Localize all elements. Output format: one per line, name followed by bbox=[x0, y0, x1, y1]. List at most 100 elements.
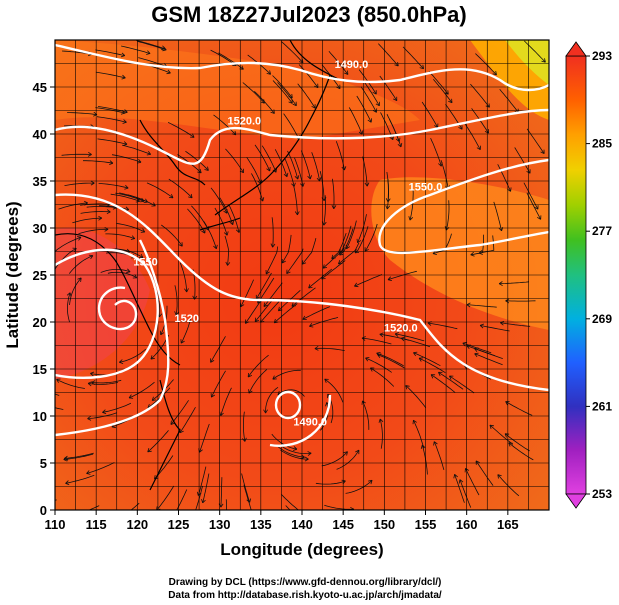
streamline-arrow bbox=[87, 381, 92, 387]
streamline bbox=[248, 369, 268, 394]
streamline bbox=[285, 505, 291, 510]
colorbar-tick-label: 269 bbox=[592, 312, 612, 326]
streamline bbox=[354, 226, 369, 254]
streamline bbox=[116, 223, 145, 233]
x-tick-label: 140 bbox=[291, 517, 313, 532]
streamline-arrow bbox=[343, 451, 348, 456]
streamline bbox=[370, 367, 395, 387]
streamline bbox=[445, 200, 450, 231]
streamline-arrow bbox=[204, 166, 209, 171]
streamline bbox=[362, 400, 370, 430]
streamline bbox=[357, 214, 367, 243]
streamline bbox=[514, 147, 531, 174]
streamline-arrow bbox=[254, 317, 260, 323]
streamline-arrow bbox=[213, 244, 218, 250]
streamline bbox=[286, 248, 304, 274]
streamline-arrow bbox=[140, 228, 146, 233]
streamline bbox=[130, 502, 140, 510]
streamline bbox=[168, 178, 193, 199]
streamline bbox=[64, 452, 94, 459]
streamline bbox=[254, 91, 275, 114]
streamline bbox=[179, 407, 196, 434]
streamline-arrow bbox=[434, 123, 439, 128]
streamline bbox=[504, 433, 530, 452]
streamline-arrow bbox=[370, 367, 375, 372]
streamline-arrow bbox=[32, 383, 36, 387]
streamline-arrow bbox=[123, 141, 128, 146]
streamline-arrow bbox=[322, 264, 328, 269]
streamline-arrow bbox=[151, 396, 157, 401]
contour-label: 1550.0 bbox=[409, 181, 443, 193]
streamline bbox=[110, 193, 140, 202]
streamline bbox=[379, 75, 398, 101]
streamline bbox=[466, 345, 496, 357]
y-tick-label: 20 bbox=[33, 315, 47, 330]
contour-1520-north bbox=[55, 108, 549, 165]
streamline bbox=[438, 371, 464, 390]
streamline bbox=[526, 192, 542, 220]
streamline-arrow bbox=[344, 70, 349, 75]
streamline-arrow bbox=[302, 315, 307, 320]
streamline-arrow bbox=[121, 74, 126, 80]
streamline bbox=[254, 298, 275, 322]
streamline bbox=[478, 235, 495, 254]
streamline bbox=[137, 41, 167, 51]
cyclone-patch bbox=[55, 227, 150, 380]
x-axis-title: Longitude (degrees) bbox=[220, 540, 383, 559]
streamline bbox=[309, 317, 339, 327]
streamline bbox=[282, 446, 312, 455]
streamline bbox=[277, 82, 297, 106]
colorbar-tick-label: 277 bbox=[592, 224, 612, 238]
streamline bbox=[97, 138, 128, 145]
streamline bbox=[280, 449, 309, 460]
streamline-arrow bbox=[162, 46, 167, 52]
streamline bbox=[261, 145, 277, 173]
contour-label: 1550 bbox=[133, 257, 157, 269]
streamline bbox=[377, 354, 405, 369]
streamline bbox=[119, 192, 148, 203]
streamline bbox=[255, 272, 272, 300]
streamline-arrow bbox=[497, 474, 502, 479]
streamline bbox=[499, 281, 530, 285]
streamline bbox=[78, 228, 109, 235]
mid-patch bbox=[371, 177, 549, 330]
y-tick-label: 45 bbox=[33, 80, 47, 95]
streamline-arrow bbox=[397, 142, 403, 148]
streamline bbox=[311, 152, 320, 182]
streamline bbox=[508, 442, 534, 461]
streamline-arrow bbox=[35, 400, 39, 404]
streamline bbox=[428, 71, 449, 95]
streamline bbox=[241, 473, 251, 503]
streamline bbox=[389, 119, 402, 148]
streamline-arrow bbox=[504, 433, 510, 438]
streamline-arrow bbox=[120, 52, 126, 58]
streamline-arrow bbox=[130, 235, 136, 240]
streamline bbox=[379, 418, 383, 449]
streamline-arrow bbox=[354, 249, 360, 254]
streamline bbox=[95, 49, 125, 56]
streamline bbox=[176, 489, 188, 510]
streamline bbox=[136, 40, 166, 50]
contour-1490-south bbox=[269, 394, 332, 447]
contour-label: 1520.0 bbox=[228, 116, 262, 128]
streamline bbox=[409, 190, 414, 221]
y-axis-title: Latitude (degrees) bbox=[3, 201, 22, 348]
streamline-arrow bbox=[541, 58, 546, 63]
streamline-arrow bbox=[413, 351, 418, 357]
streamline bbox=[291, 287, 316, 307]
x-tick-label: 160 bbox=[456, 517, 478, 532]
streamline bbox=[364, 223, 378, 252]
streamline-arrow bbox=[77, 236, 82, 241]
streamline bbox=[466, 304, 497, 308]
streamline-arrow bbox=[223, 209, 228, 214]
streamline-arrow bbox=[367, 118, 372, 123]
streamline bbox=[56, 378, 85, 389]
streamline bbox=[246, 157, 262, 184]
streamline-arrow bbox=[201, 229, 206, 234]
streamline bbox=[240, 279, 254, 307]
streamline bbox=[361, 337, 392, 345]
streamline-arrow bbox=[27, 502, 31, 506]
streamline bbox=[433, 441, 445, 471]
streamline bbox=[464, 123, 481, 150]
streamline bbox=[497, 164, 511, 192]
